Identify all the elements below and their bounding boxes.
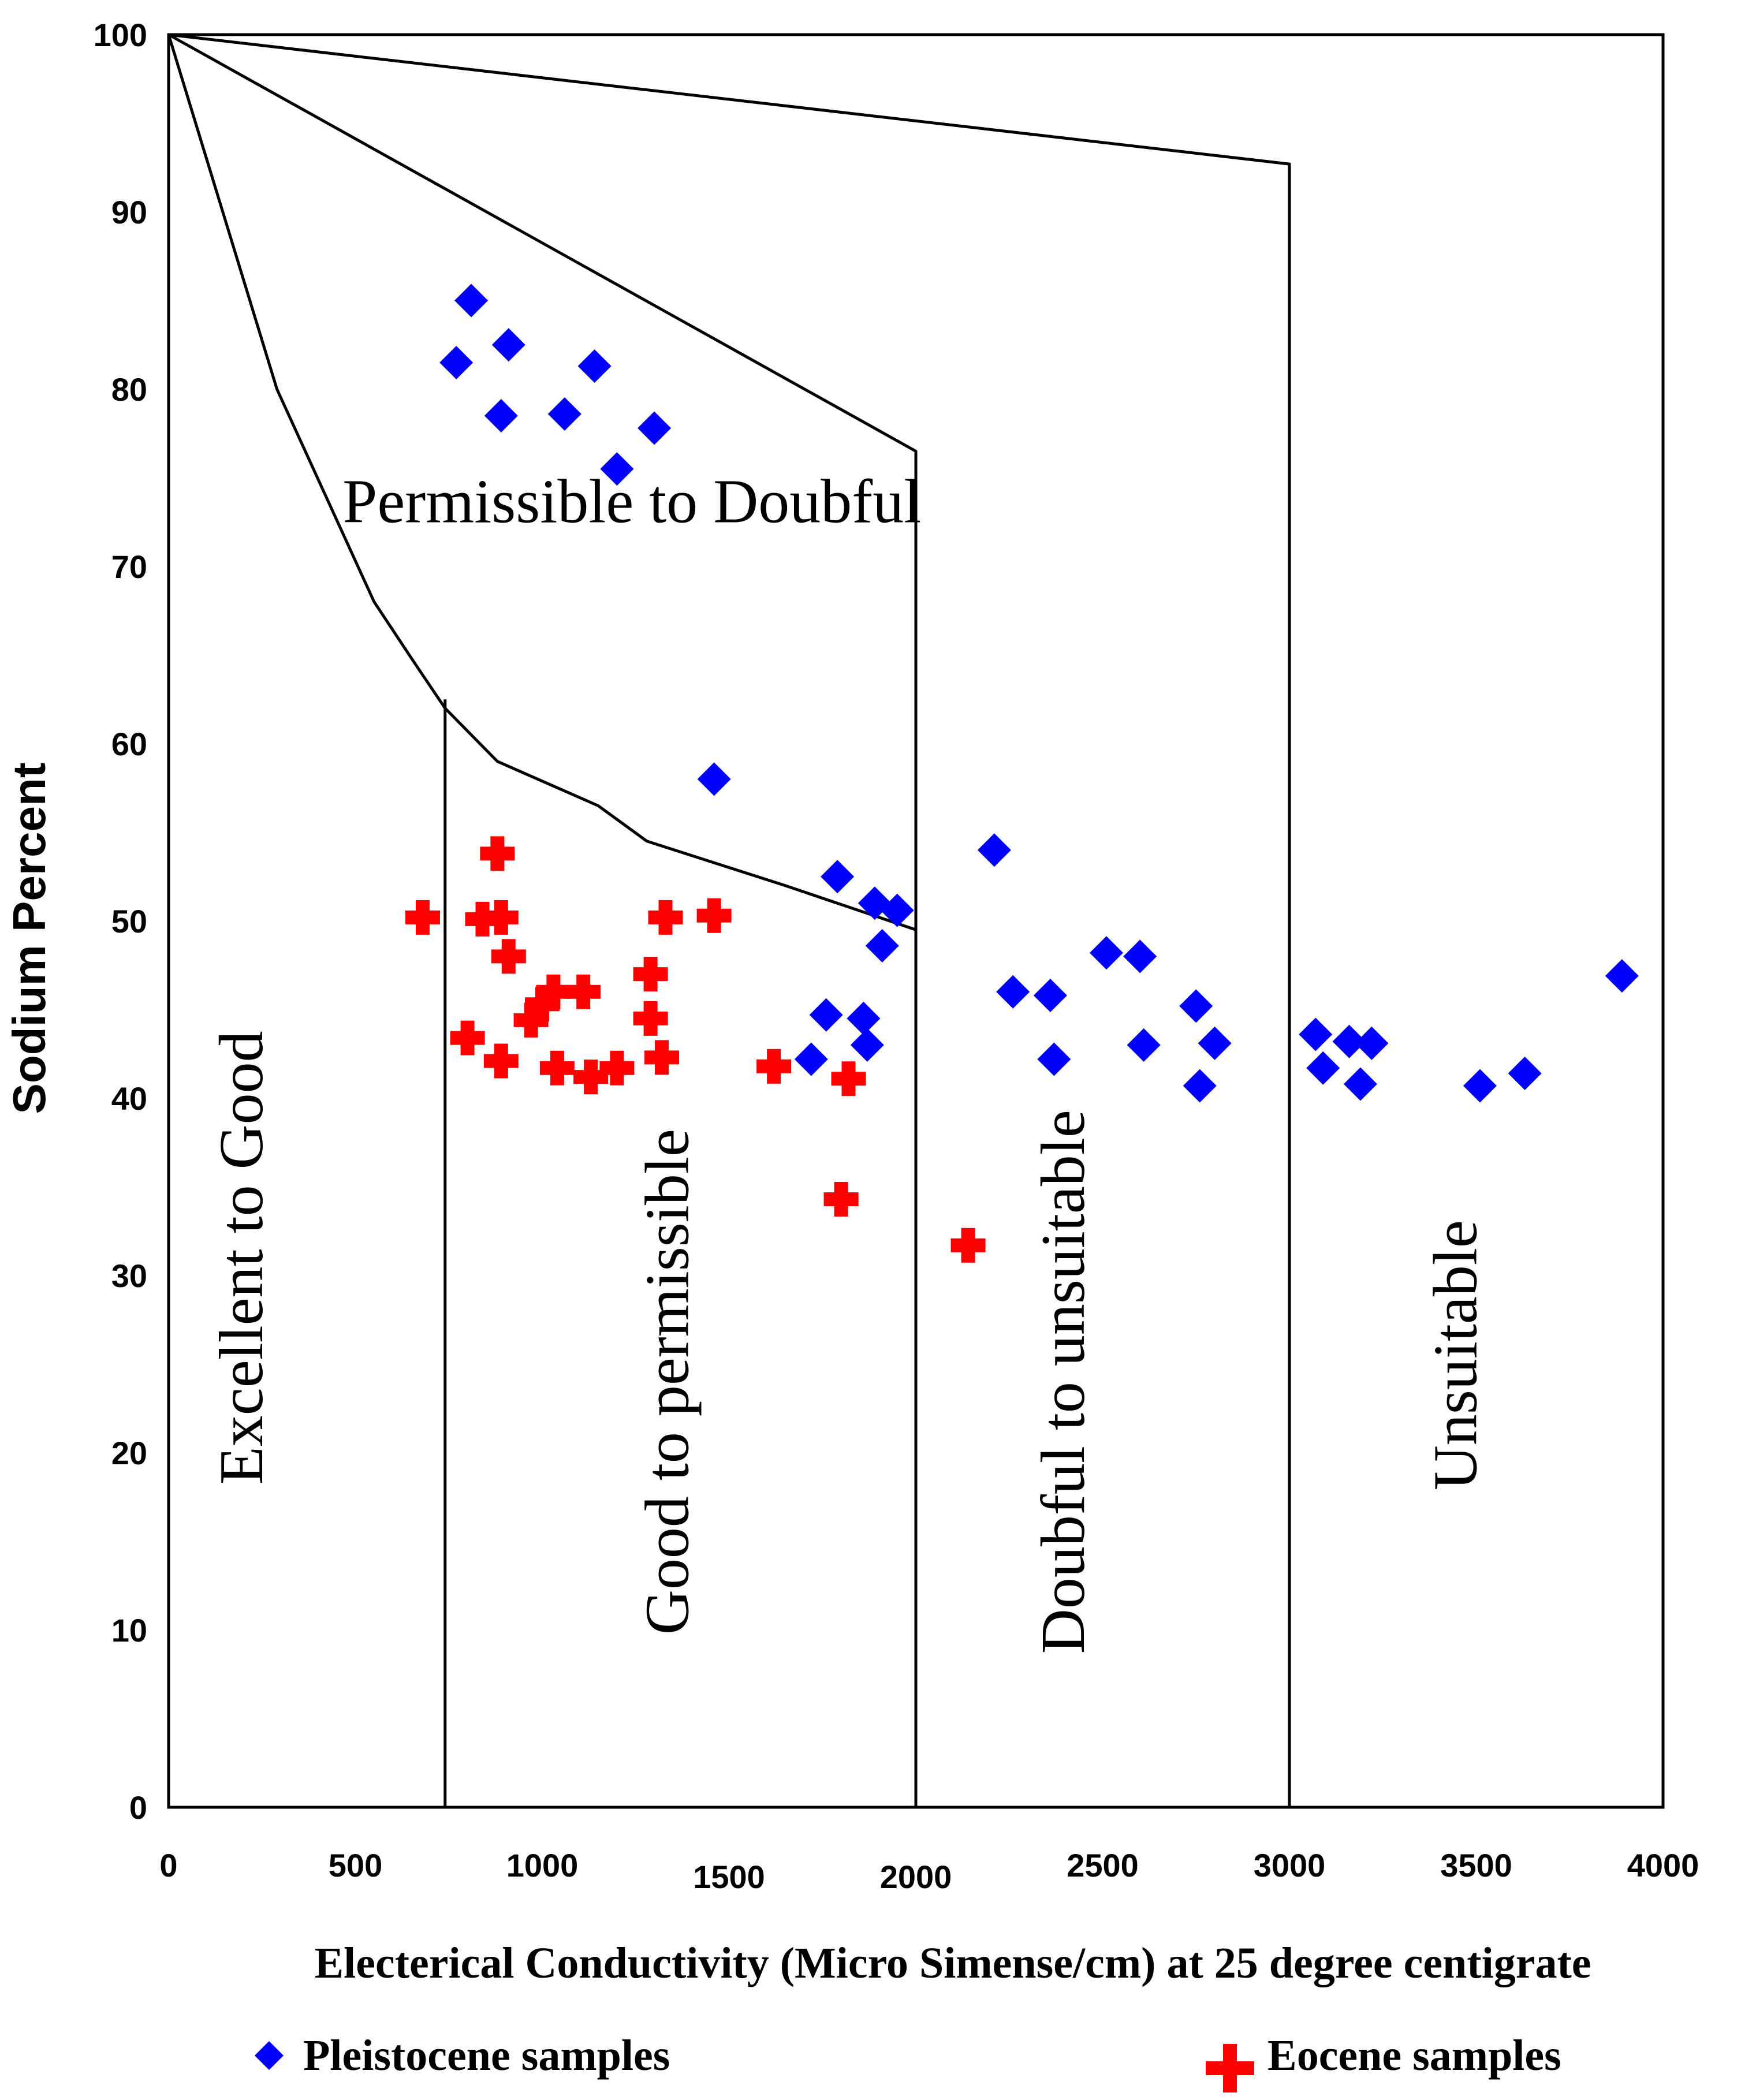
zone-label: Doubful to unsuitable	[1029, 1110, 1098, 1654]
pleistocene-point	[1463, 1069, 1497, 1103]
pleistocene-point	[1332, 1024, 1366, 1058]
pleistocene-point	[638, 411, 672, 445]
x-tick-label: 3500	[1440, 1847, 1512, 1883]
pleistocene-point	[865, 928, 899, 963]
eocene-point	[525, 987, 560, 1022]
zone-label: Permissible to Doubful	[342, 467, 921, 536]
y-tick-label: 0	[129, 1789, 147, 1826]
legend-pleistocene-marker	[255, 2041, 284, 2070]
y-tick-label: 60	[111, 726, 147, 762]
pleistocene-point	[547, 397, 581, 431]
eocene-point	[633, 957, 668, 992]
boundary-doubtful-boundary	[167, 33, 918, 1807]
x-tick-label: 2000	[880, 1859, 952, 1895]
zone-labels: Permissible to Doubful Excellent to Good G…	[207, 467, 1490, 1654]
legend: Pleistocene samples Eocene samples	[255, 2031, 1561, 2092]
pleistocene-point	[809, 998, 843, 1032]
pleistocene-point	[1089, 936, 1123, 970]
eocene-point	[483, 900, 519, 935]
x-tick-label: 4000	[1627, 1847, 1699, 1883]
eocene-point	[465, 901, 500, 937]
eocene-point	[633, 1001, 668, 1036]
pleistocene-point	[1605, 959, 1639, 993]
pleistocene-point	[1355, 1026, 1389, 1060]
x-tick-label: 3000	[1254, 1847, 1326, 1883]
y-tick-label: 20	[111, 1435, 147, 1471]
pleistocene-point	[1123, 939, 1157, 973]
pleistocene-point	[454, 284, 489, 318]
pleistocene-point	[996, 975, 1030, 1009]
eocene-point	[405, 900, 440, 935]
y-axis-title: Sodium Percent	[3, 762, 55, 1114]
zone-label: Good to permissible	[633, 1129, 702, 1635]
y-tick-label: 70	[111, 549, 147, 585]
pleistocene-point	[847, 1001, 881, 1035]
y-tick-label: 100	[94, 17, 147, 53]
pleistocene-point	[1508, 1057, 1542, 1091]
eocene-point	[573, 1060, 609, 1095]
pleistocene-point	[1343, 1067, 1377, 1101]
eocene-point	[483, 1043, 519, 1079]
zone-label: Unsuitable	[1422, 1220, 1490, 1490]
pleistocene-point	[1179, 989, 1213, 1023]
legend-eocene-marker	[1206, 2044, 1254, 2092]
x-tick-label: 500	[329, 1847, 382, 1883]
x-tick-label: 0	[159, 1847, 177, 1883]
eocene-point	[566, 974, 601, 1009]
pleistocene-point	[1198, 1026, 1232, 1060]
legend-eocene-label: Eocene samples	[1267, 2031, 1561, 2080]
pleistocene-point	[1306, 1051, 1340, 1085]
pleistocene-point	[1127, 1028, 1161, 1062]
x-tick-label: 2500	[1067, 1847, 1139, 1883]
pleistocene-point	[697, 762, 731, 796]
pleistocene-point	[850, 1028, 884, 1062]
boundary-outer-envelope	[168, 33, 1291, 1807]
pleistocene-point	[794, 1042, 828, 1076]
eocene-point	[831, 1061, 866, 1096]
pleistocene-point	[484, 399, 518, 433]
y-tick-label: 10	[111, 1612, 147, 1648]
pleistocene-point	[577, 349, 612, 383]
zone-label: Excellent to Good	[207, 1031, 276, 1484]
eocene-point	[480, 836, 515, 871]
pleistocene-point	[1033, 978, 1067, 1012]
pleistocene-point	[439, 345, 474, 379]
classification-boundaries	[167, 33, 1291, 1807]
eocene-point	[648, 900, 683, 935]
y-tick-label: 90	[111, 194, 147, 230]
plot-frame	[167, 33, 1665, 1809]
pleistocene-point	[821, 860, 855, 894]
pleistocene-point	[491, 328, 525, 362]
eocene-point	[491, 939, 526, 974]
eocene-point	[756, 1049, 792, 1084]
eocene-point	[599, 1050, 635, 1086]
sample-markers	[405, 284, 1639, 1263]
eocene-point	[539, 1050, 575, 1086]
y-tick-label: 50	[111, 903, 147, 939]
x-tick-label: 1500	[693, 1859, 765, 1895]
pleistocene-point	[1037, 1042, 1071, 1076]
boundary-excellent-curve	[167, 34, 916, 931]
eocene-point	[450, 1020, 485, 1055]
y-tick-label: 40	[111, 1080, 147, 1117]
pleistocene-point	[1299, 1017, 1333, 1051]
pleistocene-point	[1183, 1069, 1217, 1103]
y-tick-label: 80	[111, 371, 147, 408]
pleistocene-point	[600, 452, 634, 486]
x-tick-label: 1000	[506, 1847, 579, 1883]
pleistocene-point	[880, 893, 914, 927]
eocene-point	[950, 1228, 986, 1263]
eocene-point	[696, 898, 732, 933]
eocene-point	[644, 1040, 680, 1075]
legend-pleistocene-label: Pleistocene samples	[303, 2031, 670, 2080]
eocene-point	[823, 1181, 859, 1217]
pleistocene-point	[977, 833, 1011, 867]
y-tick-label: 30	[111, 1258, 147, 1294]
eocene-point	[513, 1002, 549, 1038]
x-axis-title: Electerical Conductivity (Micro Simense/…	[314, 1939, 1591, 1987]
eocene-point	[536, 974, 571, 1009]
